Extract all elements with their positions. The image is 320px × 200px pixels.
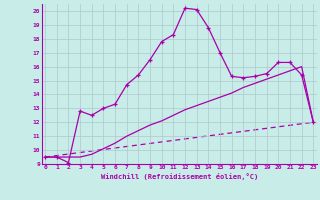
X-axis label: Windchill (Refroidissement éolien,°C): Windchill (Refroidissement éolien,°C) — [100, 173, 258, 180]
